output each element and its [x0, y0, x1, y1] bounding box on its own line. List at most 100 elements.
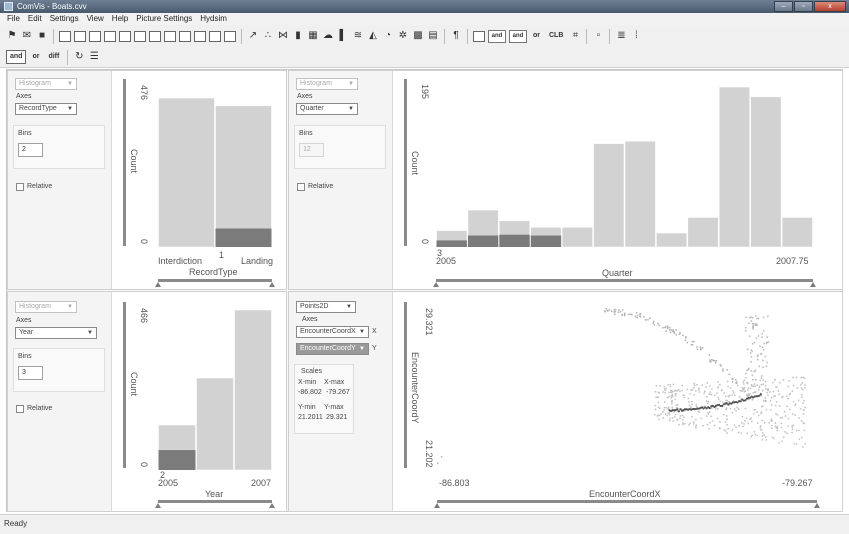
histogram-recordtype[interactable]: [158, 87, 272, 248]
histogram-bar[interactable]: [234, 309, 272, 471]
parallel-coords-icon[interactable]: ⋈: [278, 30, 288, 41]
layout-grid-10-icon[interactable]: [194, 30, 206, 42]
histogram-bar[interactable]: [561, 227, 593, 248]
x-axis-slider[interactable]: [436, 279, 813, 282]
ymax-value[interactable]: 29.321: [326, 414, 348, 421]
histogram-bar[interactable]: [719, 86, 750, 248]
ymin-value[interactable]: 21.2011: [298, 414, 323, 421]
axis-select[interactable]: RecordType ▼: [15, 103, 77, 115]
bins-input[interactable]: 12: [299, 143, 324, 157]
y-axis-slider[interactable]: [123, 302, 126, 468]
brush-icon[interactable]: ⌗: [572, 30, 579, 41]
list-view-icon[interactable]: ☰: [89, 51, 99, 62]
histogram-year[interactable]: [158, 309, 272, 471]
layout-grid-12-icon[interactable]: [224, 30, 236, 42]
layout-grid-6-icon[interactable]: [134, 30, 146, 42]
layout-grid-7-icon[interactable]: [149, 30, 161, 42]
axis-select[interactable]: Year ▼: [15, 327, 97, 339]
histogram-bar[interactable]: [656, 232, 688, 248]
close-button[interactable]: x: [814, 1, 846, 12]
area-icon[interactable]: ◭: [369, 30, 377, 41]
histogram-bar[interactable]: [781, 217, 813, 248]
map-icon[interactable]: ▤: [428, 30, 438, 41]
menu-hydsim[interactable]: Hydsim: [200, 14, 227, 23]
axis-select[interactable]: Quarter ▼: [296, 103, 358, 115]
menu-settings[interactable]: Settings: [49, 14, 79, 23]
and-mode-toggle[interactable]: and: [488, 29, 506, 43]
range-left-handle[interactable]: [155, 282, 161, 287]
xmin-value[interactable]: -86.802: [298, 389, 322, 396]
histogram-quarter[interactable]: [436, 86, 813, 248]
bins-input[interactable]: 3: [18, 366, 43, 380]
or-button[interactable]: or: [32, 53, 40, 60]
histogram-bar[interactable]: [750, 96, 782, 248]
bins-input[interactable]: 2: [18, 143, 43, 157]
range-left-handle[interactable]: [433, 282, 439, 287]
or-mode-button[interactable]: or: [533, 32, 540, 39]
layout-grid-4-icon[interactable]: [104, 30, 116, 42]
open-icon[interactable]: ✉: [22, 30, 32, 41]
layout-grid-11-icon[interactable]: [209, 30, 221, 42]
clb-button[interactable]: CLB: [549, 32, 564, 39]
refresh-icon[interactable]: ↻: [75, 51, 84, 62]
selected-bar-segment[interactable]: [215, 228, 272, 247]
view-toggle-icon[interactable]: [473, 30, 485, 42]
selected-bar-segment[interactable]: [436, 240, 467, 247]
histogram-bar[interactable]: [624, 140, 656, 248]
statistics-icon[interactable]: ¶: [453, 30, 459, 41]
bars-icon[interactable]: ▌: [339, 30, 347, 41]
menu-edit[interactable]: Edit: [27, 14, 42, 23]
menu-file[interactable]: File: [7, 14, 20, 23]
maximize-button[interactable]: ▫: [794, 1, 813, 12]
histogram-bar[interactable]: [196, 377, 234, 471]
curves-icon[interactable]: ≋: [353, 30, 363, 41]
y-axis-slider[interactable]: [123, 79, 126, 246]
layout-grid-1-icon[interactable]: [59, 30, 71, 42]
range-right-handle[interactable]: [269, 282, 275, 287]
and-mode-toggle-2[interactable]: and: [509, 29, 527, 43]
view-type-select[interactable]: Histogram ▼: [296, 78, 358, 90]
histogram-icon[interactable]: ▮: [295, 30, 301, 41]
histogram-bar[interactable]: [215, 105, 272, 248]
menu-view[interactable]: View: [86, 14, 104, 23]
histogram-bar[interactable]: [593, 143, 625, 248]
range-right-handle[interactable]: [810, 282, 816, 287]
xmax-value[interactable]: -79.267: [326, 389, 350, 396]
new-workspace-icon[interactable]: ⚑: [7, 30, 17, 41]
layout-grid-5-icon[interactable]: [119, 30, 131, 42]
layout-grid-3-icon[interactable]: [89, 30, 101, 42]
range-left-handle[interactable]: [434, 503, 440, 508]
selected-bar-segment[interactable]: [467, 235, 499, 247]
y-axis-slider[interactable]: [404, 79, 407, 246]
x-axis-slider[interactable]: [158, 500, 272, 503]
column-icon[interactable]: ⁞: [635, 30, 638, 41]
view-type-select[interactable]: Points2D ▼: [296, 301, 356, 313]
relative-checkbox[interactable]: [16, 183, 24, 191]
menu-help[interactable]: Help: [111, 14, 129, 23]
image-icon[interactable]: ▩: [413, 30, 423, 41]
layout-grid-9-icon[interactable]: [179, 30, 191, 42]
y-axis-slider[interactable]: [404, 302, 407, 468]
view-type-select[interactable]: Histogram ▼: [15, 301, 77, 313]
range-right-handle[interactable]: [814, 503, 820, 508]
range-right-handle[interactable]: [269, 503, 275, 508]
relative-checkbox[interactable]: [16, 405, 24, 413]
y-axis-select[interactable]: EncounterCoordY ▼: [296, 343, 369, 355]
histogram-bar[interactable]: [687, 217, 719, 248]
x-axis-slider[interactable]: [437, 500, 817, 503]
view-type-select[interactable]: Histogram ▼: [15, 78, 77, 90]
selected-bar-segment[interactable]: [530, 235, 562, 247]
pie-icon[interactable]: ◔: [384, 30, 392, 41]
menu-picture-settings[interactable]: Picture Settings: [136, 14, 193, 23]
minimize-view-icon[interactable]: ▫: [596, 30, 601, 41]
diff-button[interactable]: diff: [48, 53, 60, 60]
layout-grid-8-icon[interactable]: [164, 30, 176, 42]
radar-icon[interactable]: ✲: [398, 30, 408, 41]
histogram-bar[interactable]: [158, 97, 215, 248]
grid-plot-icon[interactable]: ▦: [308, 30, 318, 41]
x-axis-select[interactable]: EncounterCoordX ▼: [296, 326, 369, 338]
selected-bar-segment[interactable]: [158, 450, 196, 470]
x-axis-slider[interactable]: [158, 279, 272, 282]
save-icon[interactable]: ■: [38, 30, 46, 41]
minimize-button[interactable]: –: [774, 1, 793, 12]
